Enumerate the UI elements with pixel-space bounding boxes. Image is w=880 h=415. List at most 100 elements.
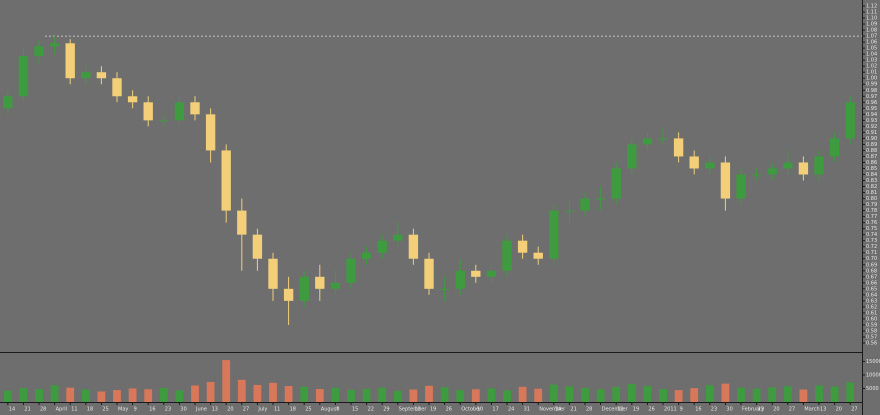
y-tick-label: 0.66 [866, 280, 877, 286]
x-tick-label: May [118, 407, 128, 413]
x-tick-label: 23 [165, 407, 171, 413]
candle-body [190, 102, 200, 115]
volume-bar [66, 387, 75, 402]
candle-body [502, 240, 512, 271]
candle-body [408, 234, 419, 259]
volume-bar [175, 390, 184, 402]
y-tick-label: 0.90 [866, 136, 877, 142]
x-tick-label: November [539, 407, 566, 413]
x-tick-label: March [804, 407, 819, 413]
x-tick-label: 9 [134, 407, 137, 413]
x-tick-label: 27 [851, 407, 857, 413]
volume-bar [596, 389, 605, 402]
volume-bar [721, 383, 730, 402]
candle-body [174, 102, 185, 121]
candle-body [642, 138, 653, 145]
candle-body [3, 96, 13, 109]
volume-bar [627, 384, 636, 402]
volume-bar [300, 386, 309, 402]
volume-bar [425, 385, 433, 402]
candle-body [96, 72, 107, 79]
x-tick-label: 16 [695, 407, 701, 413]
candle-body [783, 162, 793, 169]
x-tick-label: 30 [726, 407, 732, 413]
x-tick-label: 25 [102, 407, 108, 413]
volume-bar [565, 386, 574, 402]
y-tick-label: 0.89 [866, 142, 877, 148]
x-tick-label: 13 [820, 407, 826, 413]
x-tick-label: 14 [9, 407, 15, 413]
candle-body [315, 276, 325, 289]
x-tick-label: 18 [290, 407, 296, 413]
volume-bar [409, 389, 418, 402]
y-tick-label: 0.71 [866, 250, 877, 256]
volume-bar [97, 391, 106, 402]
volume-tick-label: 5000 [866, 386, 879, 392]
candle-body [18, 55, 29, 97]
x-tick-label: 25 [305, 407, 311, 413]
y-tick-label: 1.06 [866, 40, 877, 46]
volume-bar [534, 388, 543, 402]
volume-bar [144, 389, 153, 402]
candle-body [829, 138, 840, 157]
volume-bar [128, 388, 137, 402]
volume-bar [783, 386, 792, 402]
volume-bar [237, 379, 246, 402]
candle-body [627, 144, 637, 169]
x-tick-label: 23 [711, 407, 717, 413]
x-tick-label: 28 [40, 407, 46, 413]
candle-body [658, 138, 668, 140]
x-tick-label: 19 [430, 407, 436, 413]
y-tick-label: 0.61 [866, 310, 877, 316]
candle-body [471, 270, 481, 277]
volume-bar [846, 382, 855, 402]
y-tick-label: 0.78 [866, 208, 877, 214]
volume-bar [19, 388, 28, 402]
y-tick-label: 0.58 [866, 328, 877, 334]
y-tick-label: 0.70 [866, 256, 877, 262]
x-tick-label: 20 [836, 407, 842, 413]
volume-bar [362, 388, 371, 402]
volume-bar [674, 390, 683, 402]
y-tick-label: 1.09 [866, 22, 877, 28]
candle-body [205, 114, 216, 151]
volume-bar [705, 385, 714, 402]
y-tick-label: 0.75 [866, 226, 877, 232]
candle-body [34, 46, 44, 56]
x-tick-label: June [195, 407, 207, 413]
candle-body [424, 258, 434, 289]
y-tick-label: 0.57 [866, 334, 877, 340]
volume-bar [549, 384, 558, 402]
candle-body [299, 276, 309, 301]
candle-body [767, 168, 777, 175]
volume-bar [737, 387, 745, 402]
x-tick-label: October [461, 407, 482, 413]
y-tick-label: 0.80 [866, 196, 877, 202]
x-tick-label: 21 [570, 407, 576, 413]
candle-body [595, 198, 606, 200]
candle-body [549, 210, 559, 259]
y-tick-label: 0.98 [866, 88, 877, 94]
y-tick-label: 0.69 [866, 262, 877, 268]
volume-bar [690, 388, 699, 402]
y-tick-label: 0.72 [866, 244, 877, 250]
candle-body [283, 288, 294, 301]
x-tick-label: 15 [352, 407, 358, 413]
x-tick-label: 12 [414, 407, 420, 413]
y-tick-label: 0.94 [866, 112, 877, 118]
x-tick-label: 20 [773, 407, 779, 413]
y-tick-label: 1.03 [866, 58, 877, 64]
y-tick-label: 0.56 [866, 340, 877, 346]
x-tick-label: 27 [789, 407, 795, 413]
volume-bar [378, 387, 387, 402]
y-tick-label: 0.86 [866, 160, 877, 166]
volume-bar [518, 386, 527, 402]
volume-bar [191, 385, 199, 402]
y-tick-label: 0.65 [866, 286, 877, 292]
y-tick-label: 0.85 [866, 166, 877, 172]
x-tick-label: 22 [368, 407, 374, 413]
x-tick-label: 8 [336, 407, 339, 413]
y-tick-label: 0.62 [866, 304, 877, 310]
x-tick-label: 29 [383, 407, 389, 413]
